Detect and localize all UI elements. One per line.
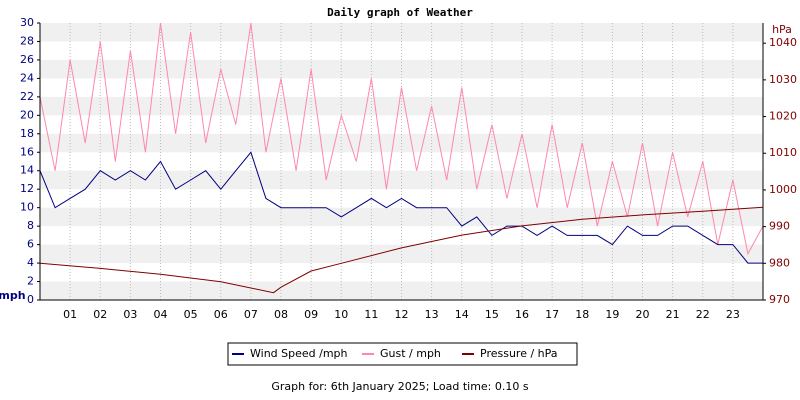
- y-tick-label: 12: [20, 182, 34, 195]
- y-axis-label: mph: [0, 289, 26, 302]
- y2-tick-label: 990: [769, 220, 790, 233]
- grid-band: [40, 244, 763, 264]
- legend-label: Wind Speed /mph: [250, 347, 348, 360]
- series-line: [40, 151, 763, 264]
- y-tick-label: 28: [20, 34, 34, 47]
- y-tick-label: 10: [20, 201, 34, 214]
- y-tick-label: 6: [27, 238, 34, 251]
- x-tick-label: 10: [334, 308, 348, 321]
- x-tick-label: 04: [154, 308, 168, 321]
- x-tick-label: 18: [575, 308, 589, 321]
- x-tick-label: 21: [666, 308, 680, 321]
- y2-tick-label: 1010: [769, 146, 797, 159]
- y-tick-label: 30: [20, 16, 34, 29]
- y-tick-label: 2: [27, 275, 34, 288]
- x-tick-label: 19: [605, 308, 619, 321]
- x-tick-label: 22: [696, 308, 710, 321]
- x-tick-label: 15: [485, 308, 499, 321]
- grid-band: [40, 59, 763, 79]
- x-tick-label: 23: [726, 308, 740, 321]
- x-tick-label: 09: [304, 308, 318, 321]
- x-tick-label: 05: [184, 308, 198, 321]
- y2-tick-label: 970: [769, 293, 790, 306]
- y-tick-label: 26: [20, 53, 34, 66]
- footer: Graph for: 6th January 2025; Load time: …: [271, 380, 528, 393]
- x-tick-label: 06: [214, 308, 228, 321]
- y-tick-label: 0: [27, 293, 34, 306]
- x-tick-label: 13: [425, 308, 439, 321]
- y-tick-label: 16: [20, 145, 34, 158]
- x-tick-label: 01: [63, 308, 77, 321]
- x-tick-label: 03: [123, 308, 137, 321]
- y2-tick-label: 1040: [769, 36, 797, 49]
- y-tick-label: 24: [20, 71, 34, 84]
- y-tick-label: 22: [20, 90, 34, 103]
- x-tick-label: 08: [274, 308, 288, 321]
- y-tick-label: 14: [20, 164, 34, 177]
- legend-label: Pressure / hPa: [480, 347, 558, 360]
- legend-box: [227, 342, 578, 366]
- x-tick-label: 14: [455, 308, 469, 321]
- grid-band: [40, 96, 763, 116]
- x-tick-label: 11: [364, 308, 378, 321]
- legend-label: Gust / mph: [380, 347, 441, 360]
- x-tick-label: 07: [244, 308, 258, 321]
- y-tick-label: 20: [20, 108, 34, 121]
- x-tick-label: 17: [545, 308, 559, 321]
- y2-tick-label: 1030: [769, 73, 797, 86]
- series-line: [40, 23, 763, 256]
- y2-tick-label: 1000: [769, 183, 797, 196]
- y2-tick-label: 980: [769, 256, 790, 269]
- y2-axis-label: hPa: [772, 23, 792, 36]
- x-tick-label: 02: [93, 308, 107, 321]
- y-tick-label: 8: [27, 219, 34, 232]
- y-tick-label: 4: [27, 256, 34, 269]
- x-tick-label: 20: [636, 308, 650, 321]
- x-tick-label: 12: [395, 308, 409, 321]
- x-tick-label: 16: [515, 308, 529, 321]
- series-line: [40, 206, 763, 294]
- chart-title: Daily graph of Weather: [327, 6, 473, 19]
- y-tick-label: 18: [20, 127, 34, 140]
- y2-tick-label: 1020: [769, 110, 797, 123]
